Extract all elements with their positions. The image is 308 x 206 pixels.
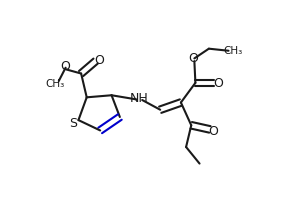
Text: O: O xyxy=(95,53,104,66)
Text: O: O xyxy=(213,76,223,89)
Text: O: O xyxy=(61,60,71,73)
Text: S: S xyxy=(69,117,77,129)
Text: NH: NH xyxy=(129,92,148,105)
Text: CH₃: CH₃ xyxy=(223,46,243,55)
Text: O: O xyxy=(188,52,198,64)
Text: O: O xyxy=(209,124,219,137)
Text: CH₃: CH₃ xyxy=(46,78,65,88)
